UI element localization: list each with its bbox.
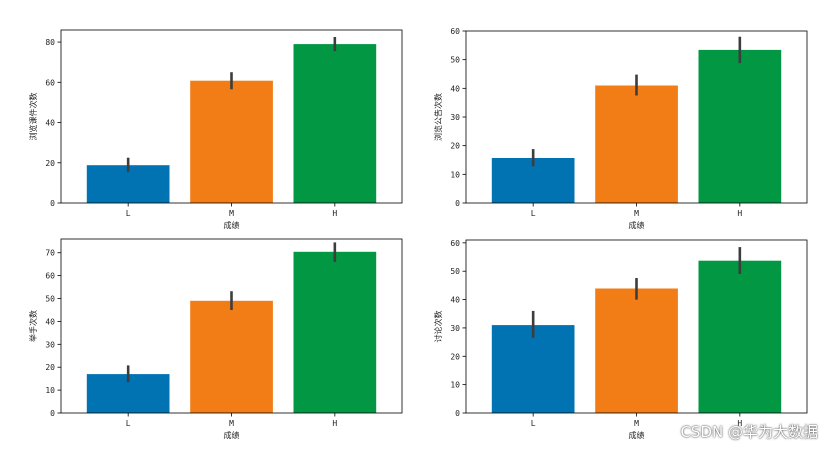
- y-tick-label: 40: [45, 119, 55, 128]
- y-tick-label: 60: [45, 272, 55, 281]
- x-tick-label: H: [332, 419, 337, 428]
- x-tick-label: M: [634, 209, 639, 218]
- y-tick-label: 60: [45, 78, 55, 87]
- axes-frame: [60, 29, 403, 204]
- y-axis-label: 讨论次数: [433, 311, 443, 343]
- x-tick-label: M: [229, 209, 234, 218]
- y-tick-label: 10: [450, 170, 460, 179]
- y-tick-label: 40: [45, 317, 55, 326]
- y-tick-label: 20: [450, 142, 460, 151]
- axes-frame: [465, 30, 808, 204]
- y-tick-label: 70: [45, 249, 55, 258]
- y-axis-label: 举手次数: [28, 310, 38, 342]
- y-tick-label: 20: [45, 363, 55, 372]
- y-tick-label: 40: [450, 296, 460, 305]
- y-tick-label: 0: [50, 409, 55, 418]
- x-axis-label: 成绩: [224, 430, 240, 440]
- y-tick-label: 60: [450, 239, 460, 248]
- y-tick-label: 30: [450, 324, 460, 333]
- bar-M: [190, 80, 273, 203]
- x-tick-label: L: [531, 209, 536, 218]
- y-tick-label: 80: [45, 38, 55, 47]
- y-tick-label: 0: [455, 409, 460, 418]
- y-tick-label: 0: [455, 199, 460, 208]
- subplot-3: L M H 0 10 20 30 40 50 60 70 成绩 举手次数: [28, 238, 403, 440]
- y-tick-label: 50: [450, 267, 460, 276]
- y-axis-label: 浏览公告次数: [433, 93, 443, 141]
- y-axis-label: 浏览课件次数: [28, 93, 38, 141]
- x-tick-label: H: [737, 209, 742, 218]
- axes-frame: [465, 239, 808, 414]
- y-tick-label: 0: [50, 199, 55, 208]
- bar-M: [190, 300, 273, 413]
- y-tick-label: 50: [450, 56, 460, 65]
- x-tick-label: L: [126, 209, 131, 218]
- subplot-1: L M H 0 20 40 60 80 成绩 浏览课件次数: [28, 29, 403, 230]
- x-tick-label: M: [229, 419, 234, 428]
- bar-H: [698, 49, 782, 204]
- y-tick-label: 10: [450, 381, 460, 390]
- x-axis-label: 成绩: [224, 220, 240, 230]
- y-tick-label: 10: [45, 386, 55, 395]
- bar-H: [698, 260, 782, 413]
- y-tick-label: 20: [45, 159, 55, 168]
- subplot-4: L M H 0 10 20 30 40 50 60 成绩 讨论次数: [433, 239, 808, 440]
- y-tick-label: 40: [450, 84, 460, 93]
- y-tick-label: 30: [450, 113, 460, 122]
- bar-M: [595, 288, 678, 413]
- y-tick-label: 60: [450, 27, 460, 36]
- x-axis-label: 成绩: [629, 220, 645, 230]
- y-tick-label: 50: [45, 295, 55, 304]
- bar-M: [595, 85, 678, 203]
- watermark: CSDN @华为大数据: [680, 423, 818, 441]
- axes-frame: [60, 238, 403, 414]
- bar-H: [293, 44, 377, 203]
- y-tick-label: 20: [450, 352, 460, 361]
- x-tick-label: L: [126, 419, 131, 428]
- x-axis-label: 成绩: [629, 430, 645, 440]
- x-tick-label: H: [737, 419, 742, 428]
- y-tick-label: 30: [45, 340, 55, 349]
- x-tick-label: L: [531, 419, 536, 428]
- x-tick-label: M: [634, 419, 639, 428]
- x-tick-label: H: [332, 209, 337, 218]
- bar-H: [293, 251, 377, 413]
- subplot-2: L M H 0 10 20 30 40 50 60 成绩 浏览公告次数: [433, 27, 808, 230]
- bar-L: [491, 325, 575, 413]
